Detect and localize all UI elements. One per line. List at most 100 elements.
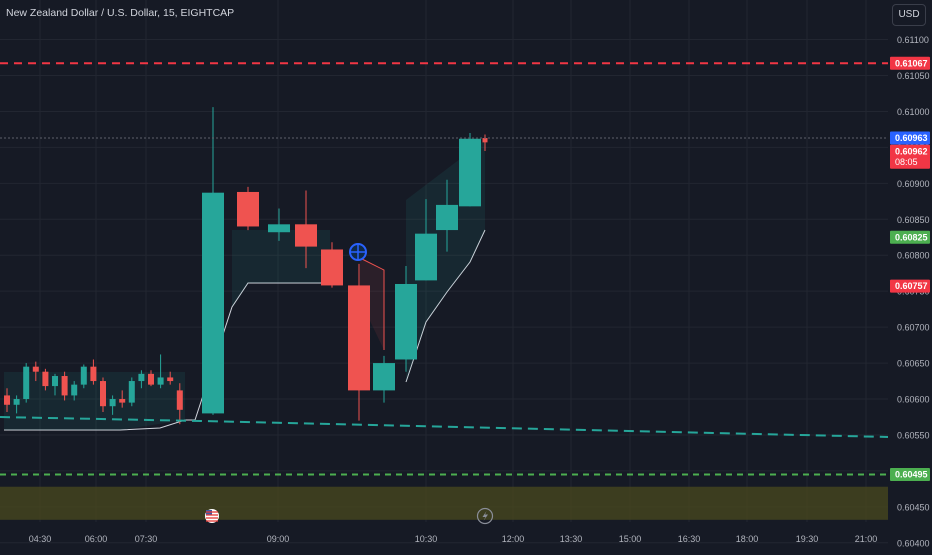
candle-body xyxy=(436,204,458,231)
candle-body xyxy=(295,224,317,247)
price-tick-label: 0.61050 xyxy=(897,71,930,81)
candle-body xyxy=(90,366,97,382)
candle xyxy=(23,363,30,403)
price-label-bg xyxy=(890,144,930,169)
candle xyxy=(295,190,317,269)
price-label-text: 0.60963 xyxy=(895,133,928,143)
currency-button[interactable]: USD xyxy=(892,4,926,26)
green-level-price-label-bg xyxy=(890,468,930,482)
lightning-icon xyxy=(476,507,494,525)
event-icons xyxy=(205,243,494,525)
candle-body xyxy=(268,224,290,233)
price-tick-label: 0.60850 xyxy=(897,215,930,225)
candle xyxy=(4,388,10,412)
candle xyxy=(373,355,395,403)
time-tick-label: 07:30 xyxy=(135,534,158,544)
candle-body xyxy=(459,138,481,207)
trail-fill xyxy=(4,372,185,430)
candle xyxy=(436,179,458,252)
crosshair-move-icon xyxy=(349,243,367,261)
candle-body xyxy=(395,283,417,360)
candle-body xyxy=(13,399,20,405)
candle xyxy=(202,107,224,415)
price-label: 0.60963 xyxy=(890,131,930,145)
time-tick-label: 19:30 xyxy=(796,534,819,544)
candle-body xyxy=(23,366,30,400)
trail-fill xyxy=(360,258,384,350)
time-tick-label: 15:00 xyxy=(619,534,642,544)
time-tick-label: 16:30 xyxy=(678,534,701,544)
candle-body xyxy=(348,285,370,391)
price-label-bg xyxy=(890,230,930,244)
price-tick-label: 0.61100 xyxy=(897,35,929,45)
candle xyxy=(119,390,126,408)
candle-body xyxy=(100,381,106,407)
zone-layer xyxy=(0,486,888,520)
time-tick-label: 12:00 xyxy=(502,534,525,544)
candle-body xyxy=(482,138,488,143)
price-label: 0.60825 xyxy=(890,230,930,244)
time-tick-label: 09:00 xyxy=(267,534,290,544)
price-tick-label: 0.60650 xyxy=(897,359,930,369)
time-tick-label: 10:30 xyxy=(415,534,438,544)
level-lines xyxy=(0,62,889,476)
candle-body xyxy=(167,377,174,382)
candle xyxy=(268,208,290,241)
candle xyxy=(80,364,87,389)
red-level-price-label-text: 0.61067 xyxy=(895,58,928,68)
price-label-bg xyxy=(890,279,930,293)
symbol-title: New Zealand Dollar / U.S. Dollar, 15, EI… xyxy=(6,7,234,19)
time-axis: 04:30 06:00 07:30 09:00 10:30 12:00 13:30 15:00… xyxy=(29,534,878,544)
time-tick-label: 21:00 xyxy=(855,534,878,544)
candle xyxy=(176,383,183,425)
candle xyxy=(13,395,20,414)
candle-body xyxy=(148,373,154,385)
price-tick-label: 0.60600 xyxy=(897,395,930,405)
trailing-stop-line xyxy=(405,229,486,383)
candle xyxy=(71,381,78,401)
price-tick-label: 0.60900 xyxy=(897,179,930,189)
candle-body xyxy=(42,371,49,387)
candle xyxy=(52,373,58,396)
supply-demand-zone xyxy=(0,486,888,520)
candles xyxy=(4,107,488,425)
price-tick-label: 0.60400 xyxy=(897,538,930,548)
candle xyxy=(109,395,116,415)
candle-body xyxy=(202,192,224,414)
candle xyxy=(100,377,106,412)
candle xyxy=(90,359,97,385)
candle-body xyxy=(128,381,135,403)
candle-body xyxy=(321,249,343,286)
price-tick-label: 0.60450 xyxy=(897,502,930,512)
green-level-price-label-text: 0.60495 xyxy=(895,470,928,480)
candle xyxy=(138,370,145,389)
candle xyxy=(128,377,135,407)
candle-body xyxy=(71,384,78,396)
time-tick-label: 13:30 xyxy=(560,534,583,544)
candle-body xyxy=(109,399,116,407)
price-label-text: 0.60825 xyxy=(895,232,928,242)
candle xyxy=(237,186,259,231)
candle xyxy=(415,199,437,281)
candle-body xyxy=(4,395,10,405)
candle xyxy=(167,371,174,385)
candle xyxy=(395,266,417,372)
candle xyxy=(61,371,68,401)
time-tick-label: 06:00 xyxy=(85,534,108,544)
us-flag-icon xyxy=(205,509,219,523)
candle-body xyxy=(176,390,183,410)
trailing-stop-line xyxy=(359,257,385,350)
price-label-text: 0.60962 xyxy=(895,146,928,156)
price-axis: 0.611000.610500.610000.609500.609000.608… xyxy=(890,35,930,548)
red-level-price-label-bg xyxy=(890,56,930,70)
teal-dashed-line xyxy=(0,416,889,438)
time-tick-label: 04:30 xyxy=(29,534,52,544)
candle-body xyxy=(32,366,39,372)
candle xyxy=(148,370,154,387)
candle-body xyxy=(373,363,395,391)
candle-body xyxy=(157,377,164,385)
candle-body xyxy=(119,399,126,403)
